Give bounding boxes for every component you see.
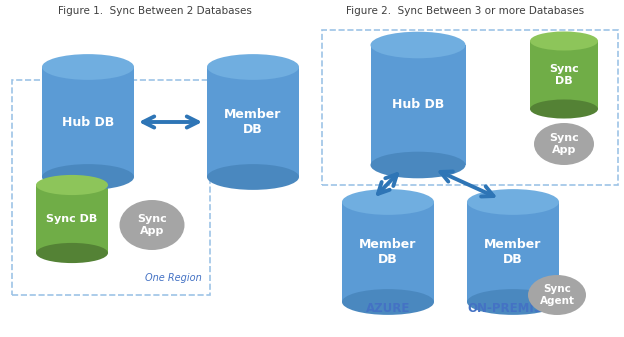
- Text: Sync
DB: Sync DB: [549, 64, 579, 86]
- Ellipse shape: [36, 243, 108, 263]
- FancyBboxPatch shape: [342, 202, 434, 302]
- Ellipse shape: [371, 152, 466, 178]
- Ellipse shape: [36, 175, 108, 195]
- FancyBboxPatch shape: [467, 202, 559, 302]
- Ellipse shape: [207, 164, 299, 190]
- Text: One Region: One Region: [145, 273, 202, 283]
- Ellipse shape: [534, 123, 594, 165]
- Text: Sync
Agent: Sync Agent: [540, 284, 575, 306]
- Ellipse shape: [530, 31, 598, 51]
- Text: Member
DB: Member DB: [484, 238, 542, 266]
- Text: AZURE: AZURE: [366, 302, 410, 315]
- Ellipse shape: [342, 189, 434, 215]
- Bar: [12, 80, 210, 295]
- Ellipse shape: [371, 32, 466, 58]
- Ellipse shape: [467, 289, 559, 315]
- Text: Member
DB: Member DB: [224, 108, 281, 136]
- Text: Sync DB: Sync DB: [46, 214, 97, 224]
- Ellipse shape: [42, 164, 134, 190]
- Ellipse shape: [42, 54, 134, 80]
- Text: Member
DB: Member DB: [359, 238, 417, 266]
- FancyBboxPatch shape: [530, 41, 598, 109]
- Ellipse shape: [207, 54, 299, 80]
- Ellipse shape: [342, 289, 434, 315]
- Ellipse shape: [528, 275, 586, 315]
- Text: Hub DB: Hub DB: [62, 116, 114, 128]
- Text: ON-PREMISES: ON-PREMISES: [467, 302, 559, 315]
- Ellipse shape: [467, 189, 559, 215]
- FancyBboxPatch shape: [42, 67, 134, 177]
- FancyBboxPatch shape: [371, 45, 466, 165]
- Text: Hub DB: Hub DB: [392, 98, 444, 112]
- FancyBboxPatch shape: [207, 67, 299, 177]
- Text: Figure 1.  Sync Between 2 Databases: Figure 1. Sync Between 2 Databases: [58, 6, 252, 16]
- Text: Figure 2.  Sync Between 3 or more Databases: Figure 2. Sync Between 3 or more Databas…: [346, 6, 584, 16]
- Ellipse shape: [120, 200, 185, 250]
- FancyBboxPatch shape: [36, 185, 108, 253]
- Ellipse shape: [530, 99, 598, 119]
- Text: Sync
App: Sync App: [549, 133, 579, 155]
- Bar: [322, 30, 618, 185]
- Text: Sync
App: Sync App: [137, 214, 167, 236]
